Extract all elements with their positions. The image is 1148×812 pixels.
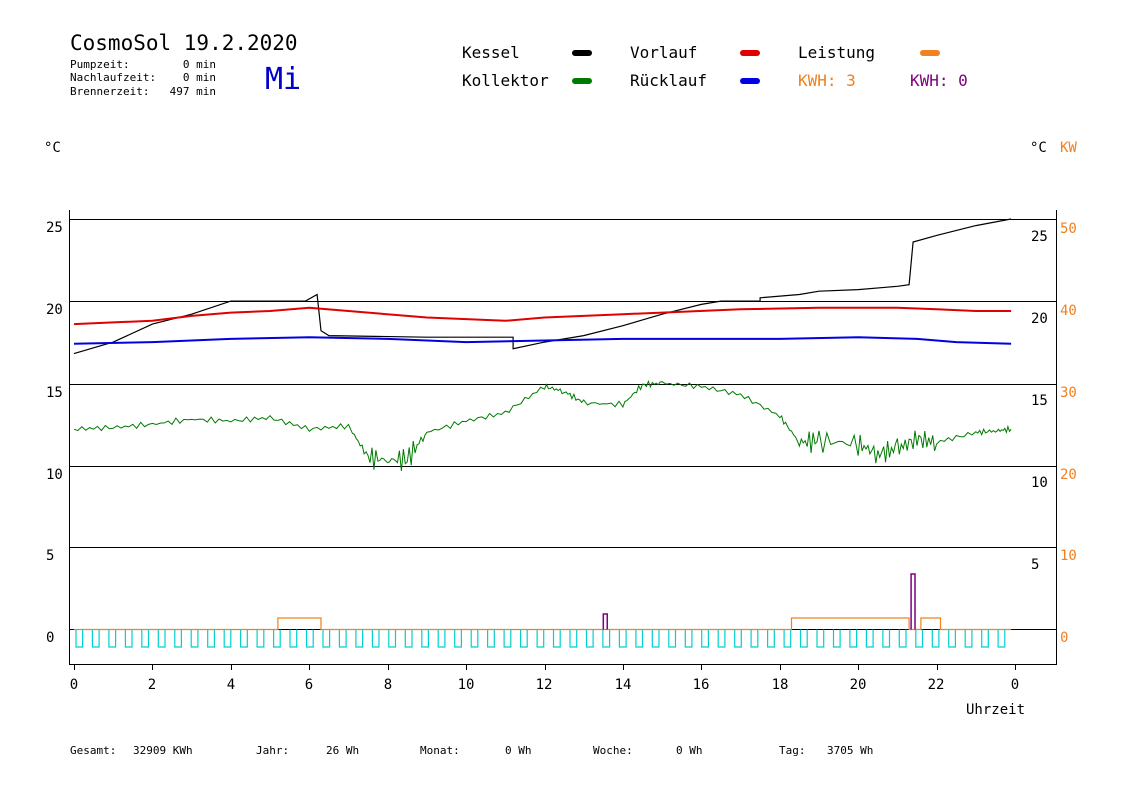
legend-swatch-kessel bbox=[572, 50, 592, 56]
kw-tick-label: 50 bbox=[1060, 221, 1077, 237]
series-line-leistung bbox=[74, 617, 1012, 631]
right-unit-label: °C bbox=[1030, 140, 1047, 156]
right-tick-label: 15 bbox=[1031, 393, 1048, 409]
footer-value-monat: 0 Wh bbox=[505, 744, 532, 757]
footer-label-gesamt: Gesamt: bbox=[70, 744, 116, 757]
legend-label-vorlauf: Vorlauf bbox=[630, 43, 697, 62]
legend-label-kessel: Kessel bbox=[462, 43, 520, 62]
footer-totals: Gesamt: 32909 KWh Jahr: 26 Wh Monat: 0 W… bbox=[70, 744, 873, 757]
x-tick-label: 22 bbox=[928, 677, 945, 693]
right-kw-tick-labels: 50 40 30 20 10 0 bbox=[1060, 221, 1077, 646]
x-tick-label: 18 bbox=[772, 677, 789, 693]
left-tick-label: 10 bbox=[46, 467, 63, 483]
legend-swatch-leistung bbox=[920, 50, 940, 56]
series-line-vorlauf bbox=[73, 306, 1012, 326]
info-value-nachlaufzeit: 0 min bbox=[183, 71, 216, 84]
footer-label-jahr: Jahr: bbox=[256, 744, 289, 757]
legend-swatch-vorlauf bbox=[740, 50, 760, 56]
right-tick-label: 20 bbox=[1031, 311, 1048, 327]
info-label-nachlaufzeit: Nachlaufzeit: bbox=[70, 71, 156, 84]
chart-title: CosmoSol 19.2.2020 bbox=[70, 31, 298, 55]
legend-swatch-ruecklauf bbox=[740, 78, 760, 84]
footer-label-monat: Monat: bbox=[420, 744, 460, 757]
kwh2-spike bbox=[602, 613, 608, 630]
right-tick-label: 10 bbox=[1031, 475, 1048, 491]
legend-swatch-kollektor bbox=[572, 78, 592, 84]
footer-value-jahr: 26 Wh bbox=[326, 744, 359, 757]
info-value-brennerzeit: 497 min bbox=[170, 85, 216, 98]
x-tick-label: 0 bbox=[70, 677, 78, 693]
left-tick-label: 25 bbox=[46, 220, 63, 236]
x-tick-labels: 0 2 4 6 8 10 12 14 16 18 20 22 0 bbox=[70, 677, 1019, 693]
kwh2-spike bbox=[910, 573, 916, 630]
grid bbox=[69, 210, 1057, 665]
legend-kwh-2: KWH: 0 bbox=[910, 71, 968, 90]
weekday-label: Mi bbox=[265, 62, 301, 97]
right-unit-kw-label: KW bbox=[1060, 140, 1077, 156]
footer-value-tag: 3705 Wh bbox=[827, 744, 873, 757]
legend: Kessel Kollektor Vorlauf Rücklauf Leistu… bbox=[462, 43, 968, 90]
info-block: Pumpzeit: 0 min Nachlaufzeit: 0 min Bren… bbox=[70, 58, 216, 98]
series-line-kessel bbox=[73, 218, 1012, 355]
x-ticks bbox=[74, 664, 1016, 670]
footer-value-woche: 0 Wh bbox=[676, 744, 703, 757]
pump-pulses bbox=[75, 629, 1006, 648]
x-tick-label: 14 bbox=[615, 677, 632, 693]
kw-tick-label: 30 bbox=[1060, 385, 1077, 401]
info-label-brennerzeit: Brennerzeit: bbox=[70, 85, 149, 98]
x-tick-label: 6 bbox=[305, 677, 313, 693]
x-tick-label: 12 bbox=[536, 677, 553, 693]
series-group bbox=[73, 218, 1012, 631]
info-value-pumpzeit: 0 min bbox=[183, 58, 216, 71]
left-tick-label: 15 bbox=[46, 385, 63, 401]
kw-tick-label: 40 bbox=[1060, 303, 1077, 319]
left-unit-label: °C bbox=[44, 140, 61, 156]
footer-value-gesamt: 32909 KWh bbox=[133, 744, 193, 757]
legend-kwh-1: KWH: 3 bbox=[798, 71, 856, 90]
x-tick-label: 10 bbox=[458, 677, 475, 693]
x-tick-label: 16 bbox=[693, 677, 710, 693]
x-tick-label: 20 bbox=[850, 677, 867, 693]
pump-pulse-trace bbox=[75, 629, 1006, 648]
left-tick-label: 5 bbox=[46, 548, 54, 564]
legend-label-ruecklauf: Rücklauf bbox=[630, 71, 707, 90]
right-tick-label: 5 bbox=[1031, 557, 1039, 573]
legend-label-leistung: Leistung bbox=[798, 43, 875, 62]
left-tick-label: 0 bbox=[46, 630, 54, 646]
footer-label-tag: Tag: bbox=[779, 744, 806, 757]
series-line-ruecklauf bbox=[73, 336, 1012, 345]
kw-tick-label: 10 bbox=[1060, 548, 1077, 564]
legend-label-kollektor: Kollektor bbox=[462, 71, 549, 90]
footer-label-woche: Woche: bbox=[593, 744, 633, 757]
left-tick-label: 20 bbox=[46, 302, 63, 318]
right-tick-label: 25 bbox=[1031, 229, 1048, 245]
right-tick-labels: 25 20 15 10 5 bbox=[1031, 229, 1048, 573]
kw-tick-label: 20 bbox=[1060, 467, 1077, 483]
series-line-kollektor bbox=[73, 379, 1012, 472]
left-tick-labels: 25 20 15 10 5 0 bbox=[46, 220, 63, 646]
x-tick-label: 4 bbox=[227, 677, 235, 693]
x-tick-label: 8 bbox=[384, 677, 392, 693]
x-axis-label: Uhrzeit bbox=[966, 702, 1025, 718]
kw-tick-label: 0 bbox=[1060, 630, 1068, 646]
info-label-pumpzeit: Pumpzeit: bbox=[70, 58, 130, 71]
x-tick-label: 2 bbox=[148, 677, 156, 693]
x-tick-label: 0 bbox=[1011, 677, 1019, 693]
